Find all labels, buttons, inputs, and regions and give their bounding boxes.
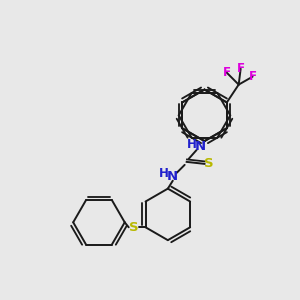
Text: N: N bbox=[195, 140, 206, 152]
Text: H: H bbox=[159, 167, 169, 180]
Text: F: F bbox=[223, 66, 231, 79]
Text: F: F bbox=[249, 70, 256, 83]
Text: S: S bbox=[204, 158, 213, 170]
Text: H: H bbox=[187, 138, 196, 151]
Text: N: N bbox=[167, 170, 178, 183]
Text: S: S bbox=[129, 221, 138, 234]
Text: F: F bbox=[237, 62, 245, 75]
